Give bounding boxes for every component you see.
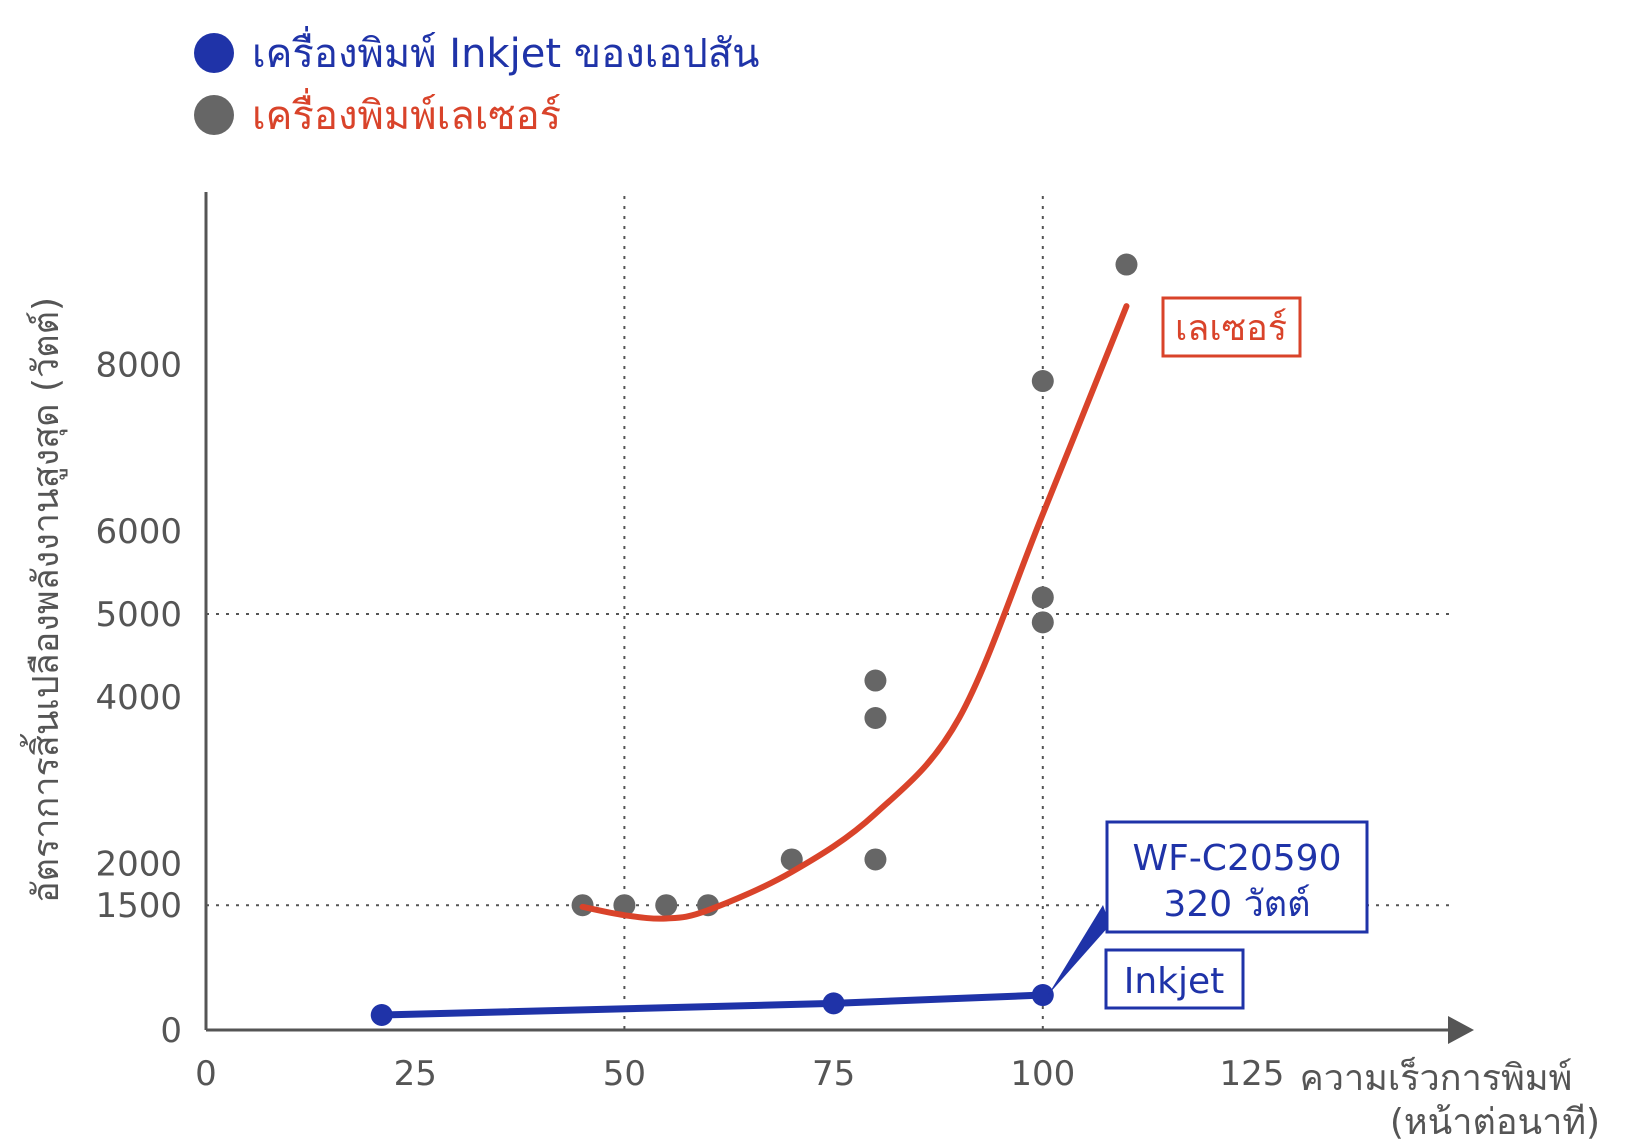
y-tick-6000: 6000 — [95, 512, 182, 552]
laser-point-5 — [780, 848, 803, 871]
model-callout-box — [1105, 820, 1369, 934]
x-tick-125: 125 — [1220, 1054, 1285, 1094]
laser-callout-label: เลเซอร์ — [1175, 308, 1287, 349]
y-tick-1500: 1500 — [95, 886, 182, 926]
y-axis-title: อัตราการสิ้นเปลืองพลังงานสูงสุด (วัตต์) — [19, 297, 68, 903]
model-callout-name: WF-C20590 — [1133, 838, 1342, 879]
inkjet-line — [378, 991, 1047, 1019]
laser-point-7 — [864, 707, 887, 729]
laser-point-6 — [864, 848, 887, 871]
annotations: เลเซอร์ WF-C20590 320 วัตต์ Inkjet — [1048, 296, 1369, 1010]
y-tick-5000: 5000 — [95, 595, 182, 635]
x-axis-title-line2: (หน้าต่อนาที) — [1390, 1102, 1600, 1142]
laser-point-2 — [613, 894, 636, 917]
y-tick-0: 0 — [160, 1011, 182, 1051]
x-tick-75: 75 — [812, 1054, 855, 1094]
legend-marker-inkjet — [194, 33, 234, 73]
x-tick-50: 50 — [603, 1054, 646, 1094]
inkjet-callout-box — [1104, 948, 1245, 1010]
y-tick-8000: 8000 — [95, 345, 182, 385]
laser-callout: เลเซอร์ — [1161, 296, 1302, 358]
inkjet-callout-label: Inkjet — [1124, 961, 1225, 1002]
x-axis-title-line1: ความเร็วการพิมพ์ — [1300, 1055, 1573, 1099]
laser-point-8 — [864, 669, 887, 692]
model-callout-pointer — [1048, 905, 1110, 995]
laser-point-9 — [1031, 611, 1054, 634]
legend: เครื่องพิมพ์ Inkjet ของเอปสัน เครื่องพิม… — [194, 26, 759, 139]
x-tick-0: 0 — [195, 1054, 217, 1094]
model-callout-power: 320 วัตต์ — [1163, 884, 1310, 925]
inkjet-point-1 — [370, 1004, 393, 1027]
laser-point-11 — [1031, 370, 1054, 393]
legend-label-inkjet: เครื่องพิมพ์ Inkjet ของเอปสัน — [252, 26, 759, 77]
series — [370, 253, 1138, 1027]
inkjet-callout: Inkjet — [1104, 948, 1245, 1010]
laser-point-3 — [655, 894, 678, 917]
legend-marker-laser — [194, 95, 234, 135]
laser-trend-curve — [579, 303, 1130, 922]
legend-label-laser: เครื่องพิมพ์เลเซอร์ — [252, 88, 561, 139]
laser-callout-box — [1161, 296, 1302, 358]
y-tick-4000: 4000 — [95, 678, 182, 718]
x-axis-arrow — [1448, 1016, 1474, 1044]
model-callout: WF-C20590 320 วัตต์ — [1048, 820, 1369, 995]
laser-point-10 — [1031, 586, 1054, 609]
y-tick-2000: 2000 — [95, 845, 182, 885]
laser-point-12 — [1115, 253, 1138, 276]
x-tick-100: 100 — [1010, 1054, 1075, 1094]
axes — [204, 192, 1474, 1044]
inkjet-point-2 — [822, 992, 845, 1015]
inkjet-point-3 — [1031, 984, 1054, 1007]
x-tick-25: 25 — [394, 1054, 437, 1094]
